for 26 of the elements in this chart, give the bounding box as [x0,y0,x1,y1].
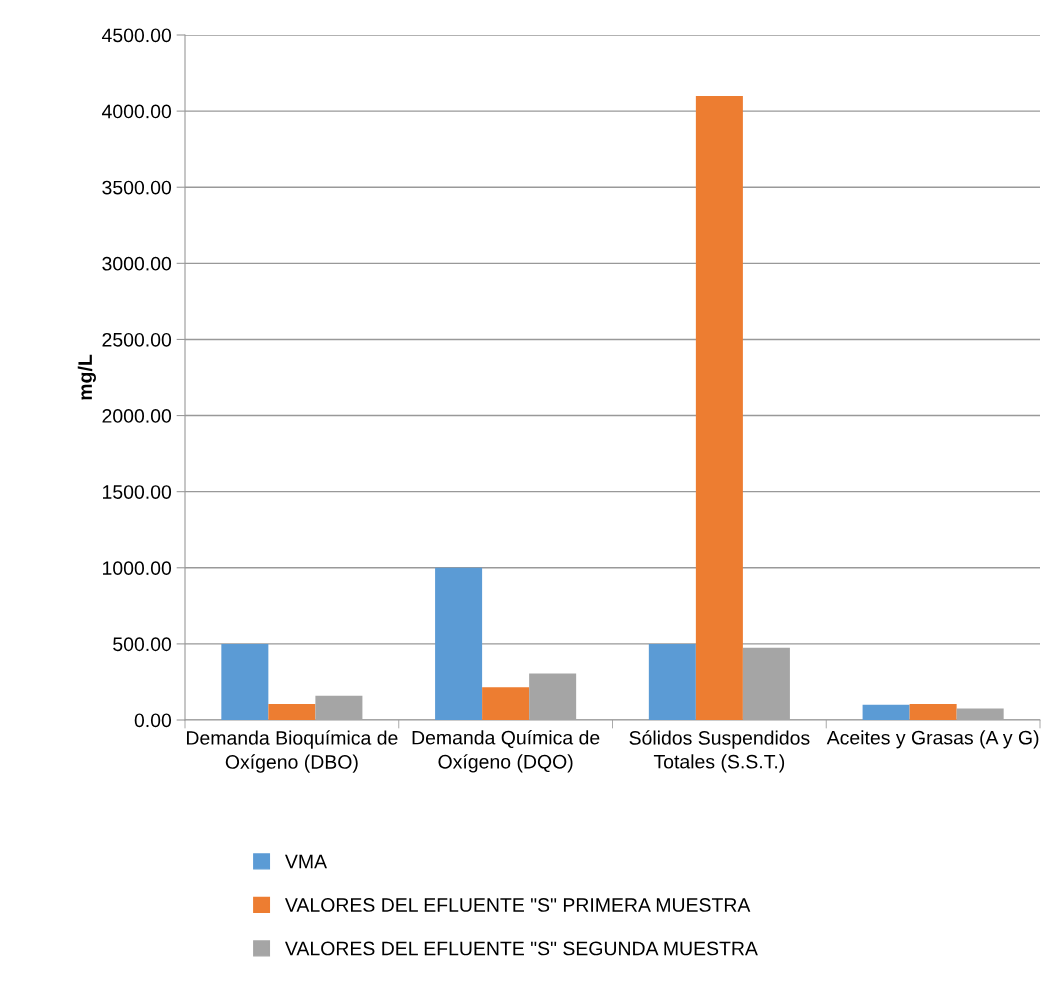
y-tick-label: 2500.00 [102,332,172,347]
bar [268,704,316,720]
bar [435,567,483,720]
x-tick-label: Demanda Bioquímica de Oxígeno (DBO) [187,730,398,773]
y-tick-label: 4500.00 [101,28,172,43]
y-tick-label: 3500.00 [102,180,172,195]
y-tick-label: 0.00 [134,713,172,728]
bar [221,643,269,720]
y-axis-title: mg/L [77,354,96,400]
bar [648,643,696,720]
bar [695,95,743,720]
bar [909,704,957,720]
y-tick-label: 1000.00 [103,561,172,576]
x-tick-label: Aceites y Grasas (A y G) [826,730,1039,749]
x-tick-label: Sólidos Suspendidos Totales (S.S.T.) [629,730,810,773]
bar [862,704,910,720]
bar [482,687,530,720]
y-tick-label: 500.00 [113,637,172,652]
legend-label: VALORES DEL EFLUENTE "S" PRIMERA MUESTRA [285,898,751,912]
legend-label: VALORES DEL EFLUENTE "S" SEGUNDA MUESTRA [285,941,758,956]
y-tick-label: 4000.00 [101,104,172,119]
y-tick-label: 2000.00 [102,409,172,423]
x-tick-label: Demanda Química de Oxígeno (DQO) [412,730,600,773]
legend-label: VMA [285,854,328,869]
y-tick-label: 3000.00 [102,256,172,271]
y-tick-label: 1500.00 [103,485,172,499]
